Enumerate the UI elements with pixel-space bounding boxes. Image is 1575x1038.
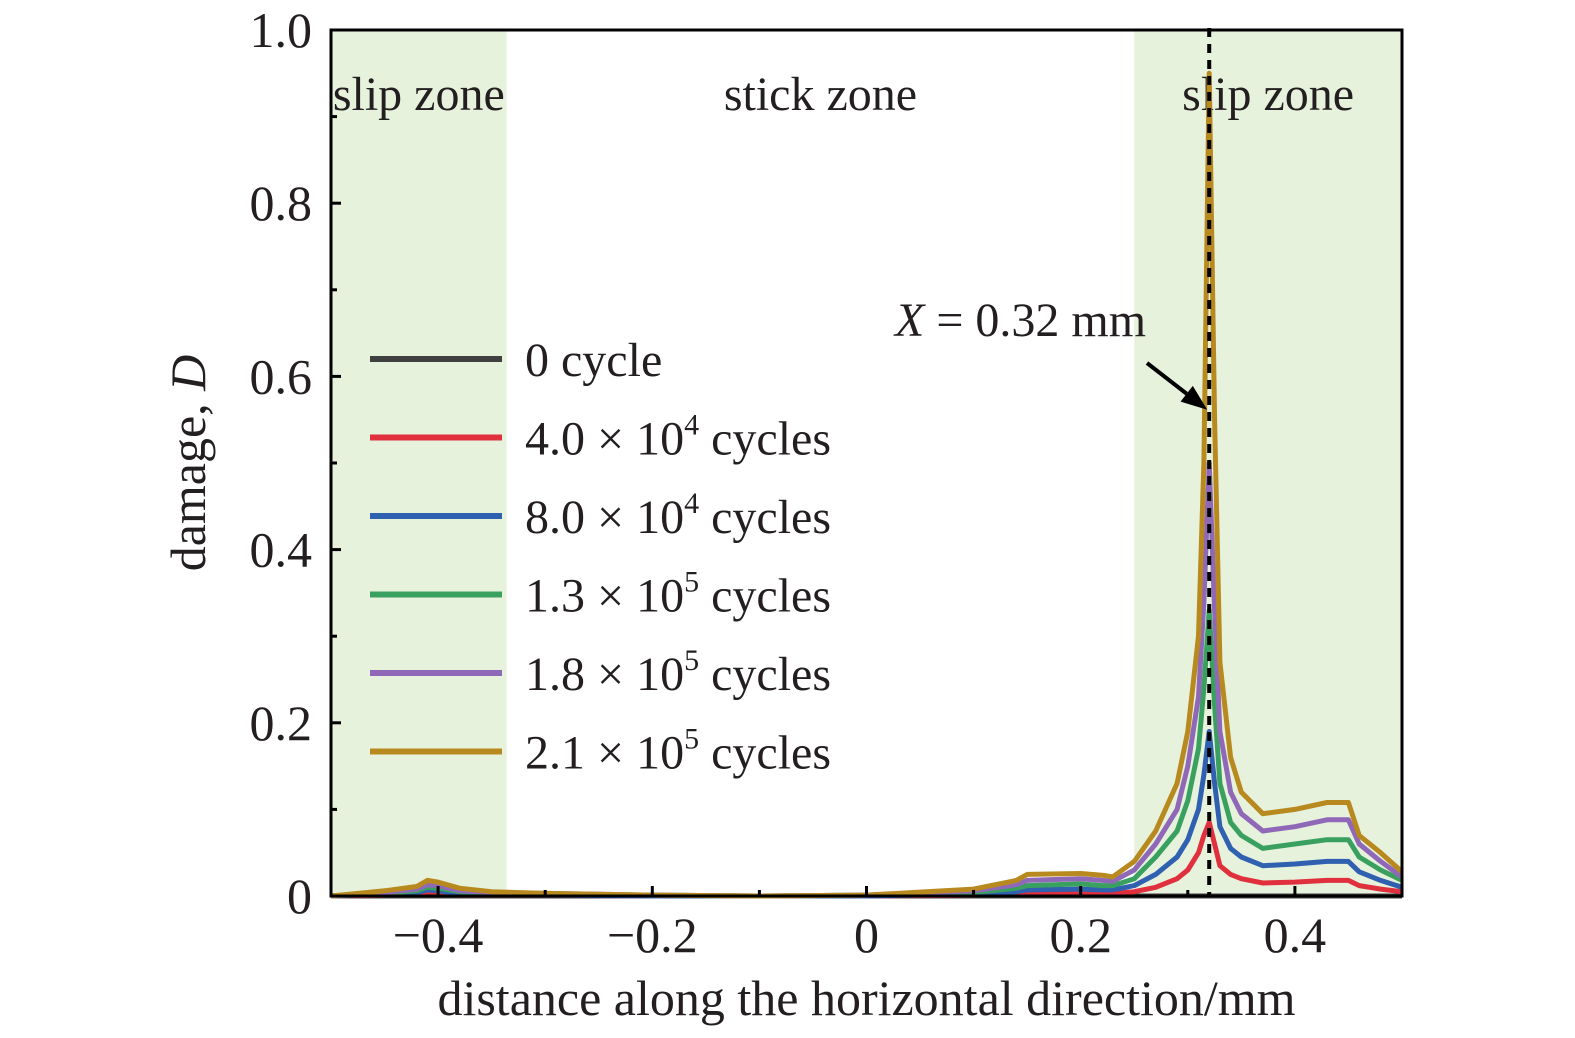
y-tick-label-0: 0 (287, 868, 312, 924)
legend-label-suffix-5: cycles (699, 727, 831, 780)
x-axis-label: distance along the horizontal direction/… (437, 970, 1295, 1026)
legend-label-0: 0 cycle (525, 334, 662, 387)
legend-label-3: 1.3 × 105 cycles (525, 566, 831, 623)
legend-label-2: 8.0 × 104 cycles (525, 487, 831, 544)
legend-label-suffix-1: cycles (699, 413, 831, 466)
legend-label-text-2: 8.0 × 10 (525, 491, 684, 544)
legend-label-suffix-2: cycles (699, 491, 831, 544)
legend-label-4: 1.8 × 105 cycles (525, 644, 831, 701)
x-tick-label-2: 0 (854, 907, 879, 963)
x-tick-label-3: 0.2 (1049, 907, 1112, 963)
legend-label-text-4: 1.8 × 10 (525, 648, 684, 701)
annotation-arrow (1145, 361, 1188, 396)
y-axis-label-text: damage, (160, 391, 216, 571)
legend-label-exponent-3: 5 (684, 566, 699, 599)
y-tick-label-3: 0.6 (250, 348, 313, 404)
axis-ticks: −0.4 −0.2 0 0.2 0.4 0 0.2 0.4 0.6 0.8 1.0 (250, 2, 1327, 963)
legend-label-text-1: 4.0 × 10 (525, 413, 684, 466)
y-axis-label: damage, D (160, 355, 216, 572)
legend-label-text-3: 1.3 × 10 (525, 570, 684, 623)
legend-label-suffix-4: cycles (699, 648, 831, 701)
legend-label-exponent-4: 5 (684, 644, 699, 677)
y-axis-label-variable: D (160, 355, 216, 392)
legend-label-text-0: 0 cycle (525, 334, 662, 387)
x-tick-label-4: 0.4 (1264, 907, 1327, 963)
zone-backgrounds (331, 30, 1402, 896)
annotation-variable: X (893, 294, 926, 347)
legend-label-5: 2.1 × 105 cycles (525, 723, 831, 780)
x-tick-label-0: −0.4 (393, 907, 484, 963)
y-tick-label-2: 0.4 (250, 522, 313, 578)
annotation-text: X = 0.32 mm (893, 294, 1146, 347)
legend-label-1: 4.0 × 104 cycles (525, 409, 831, 466)
annotation-arrowhead (1180, 385, 1208, 410)
legend-label-exponent-2: 4 (684, 487, 699, 520)
zone-label-1: stick zone (724, 68, 917, 121)
zone-labels: slip zone stick zone slip zone (333, 68, 1354, 121)
annotation: X = 0.32 mm (893, 294, 1208, 410)
x-tick-label-1: −0.2 (607, 907, 698, 963)
legend-label-exponent-5: 5 (684, 723, 699, 756)
annotation-value: = 0.32 mm (924, 294, 1146, 347)
legend-label-suffix-3: cycles (699, 570, 831, 623)
zone-band-2 (1134, 30, 1402, 896)
series-line-5 (330, 70, 1404, 899)
legend-label-text-5: 2.1 × 10 (525, 727, 684, 780)
y-tick-label-4: 0.8 (250, 175, 313, 231)
y-tick-label-5: 1.0 (250, 2, 313, 58)
zone-band-0 (331, 30, 507, 896)
legend-label-exponent-1: 4 (684, 409, 699, 442)
y-tick-label-1: 0.2 (250, 695, 313, 751)
zone-label-0: slip zone (333, 68, 505, 121)
